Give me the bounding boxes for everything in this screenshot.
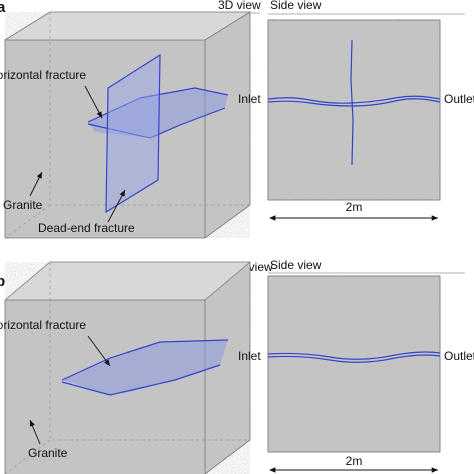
horizontal-fracture [62, 340, 228, 395]
view-title: Side view [270, 258, 322, 272]
outlet-label: Outlet [444, 92, 474, 106]
panel-label: b [0, 273, 5, 290]
dead-end-label: Dead-end fracture [38, 221, 135, 235]
panel-label: a [0, 0, 6, 16]
panel-b: b 3D view Horizontal fracture Granite Si… [0, 258, 474, 474]
fracture-label: Horizontal fracture [0, 318, 86, 332]
view-title: 3D view [218, 0, 261, 12]
inlet-label: Inlet [238, 92, 261, 106]
granite-label: Granite [28, 446, 68, 460]
view-title: Side view [270, 0, 322, 12]
outlet-label: Outlet [444, 349, 474, 363]
scale-label: 2m [346, 454, 363, 468]
scale-label: 2m [346, 200, 363, 214]
panel-a: a 3D view Horizontal fracture Granite De… [0, 0, 474, 239]
fracture-label: Horizontal fracture [0, 68, 86, 82]
dead-end-fracture [106, 55, 160, 212]
inlet-label: Inlet [238, 349, 261, 363]
granite-label: Granite [3, 198, 43, 212]
